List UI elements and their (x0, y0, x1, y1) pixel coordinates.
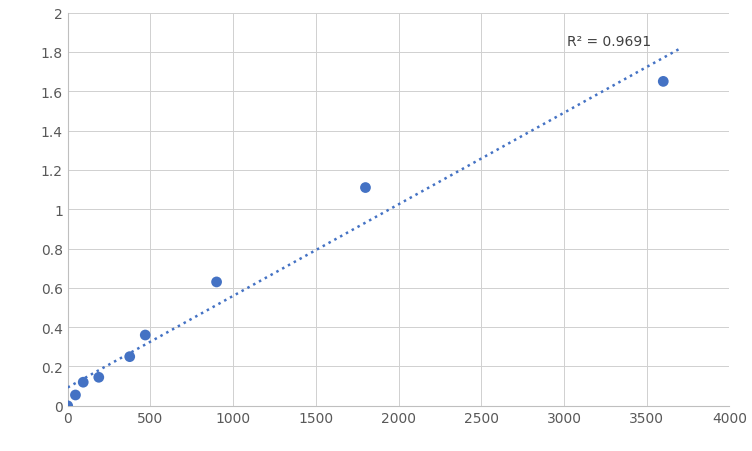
Point (211, 279, 223, 286)
Point (92, 374, 105, 381)
Point (69, 391, 81, 399)
Text: R² = 0.9691: R² = 0.9691 (567, 35, 651, 49)
Point (139, 331, 151, 339)
Point (62, 402, 74, 410)
Point (359, 184, 371, 192)
Point (657, 78, 669, 86)
Point (123, 353, 135, 360)
Point (77, 379, 89, 386)
